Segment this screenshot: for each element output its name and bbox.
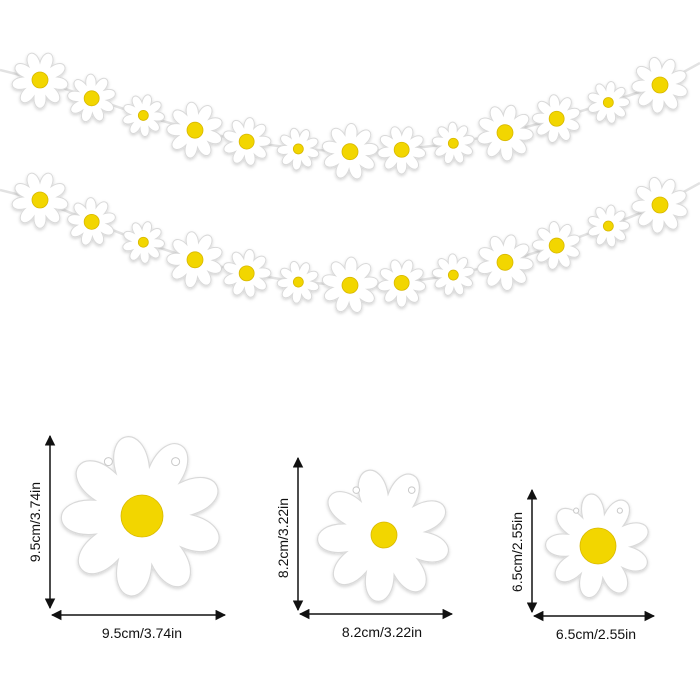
daisy-center: [579, 527, 617, 565]
garland-top-flower: [377, 126, 426, 175]
daisy-center: [370, 521, 398, 549]
hanging-hole: [407, 486, 416, 494]
hanging-hole: [616, 507, 623, 514]
medium-height-label: 8.2cm/3.22in: [275, 498, 291, 578]
small-width-label: 6.5cm/2.55in: [556, 626, 636, 642]
small-daisy-sample: 6.5cm/2.55in 6.5cm/2.55in: [509, 488, 656, 642]
garland-top-flower: [223, 117, 272, 166]
medium-width-label: 8.2cm/3.22in: [342, 624, 422, 640]
small-daisy-flower: [544, 493, 649, 599]
garland-bottom-flower: [631, 177, 688, 234]
medium-daisy-sample: 8.2cm/3.22in 8.2cm/3.22in: [275, 456, 454, 640]
small-daisy: [544, 493, 649, 599]
daisy-center: [238, 265, 255, 282]
large-daisy: [60, 436, 220, 597]
hanging-hole: [352, 486, 361, 494]
garland-bottom-flower: [11, 172, 69, 229]
small-height-label: 6.5cm/2.55in: [509, 512, 525, 592]
daisy-center: [83, 213, 100, 230]
daisy-center: [548, 237, 565, 254]
daisy-center: [447, 269, 459, 281]
large-daisy-flower: [60, 436, 220, 597]
daisy-center: [548, 110, 565, 127]
garland-bottom-flower: [122, 221, 165, 264]
daisy-center: [137, 110, 149, 121]
garland-bottom-flower: [477, 234, 534, 291]
daisy-center: [137, 236, 149, 248]
garland-top-flower: [477, 104, 534, 162]
garland-top-flower: [531, 94, 581, 143]
hanging-hole: [171, 457, 181, 467]
daisy-center: [31, 191, 49, 209]
daisy-center: [393, 141, 410, 158]
hanging-hole: [103, 457, 113, 467]
daisy-center: [120, 494, 164, 538]
daisy-center: [496, 253, 514, 271]
garland-bottom-flower: [276, 261, 320, 304]
garland-bottom-flower: [587, 204, 630, 248]
daisy-center: [186, 251, 204, 269]
garland-bottom-flower: [166, 231, 223, 288]
garland-bottom-flower: [67, 197, 116, 246]
daisy-center: [292, 143, 304, 155]
garlands: [0, 52, 700, 313]
daisy-center: [83, 90, 100, 107]
daisy-center: [341, 143, 359, 161]
daisy-center: [447, 137, 459, 149]
garland-top-flower: [631, 57, 688, 114]
daisy-center: [292, 276, 304, 288]
daisy-center: [602, 220, 614, 232]
large-height-label: 9.5cm/3.74in: [27, 482, 43, 562]
garland-top-flower: [431, 121, 475, 164]
garland-top-flower: [321, 123, 379, 180]
large-width-label: 9.5cm/3.74in: [102, 625, 182, 641]
daisy-center: [602, 97, 614, 108]
garland-bottom-flower: [377, 259, 426, 308]
daisy-center: [651, 196, 669, 214]
daisy-center: [651, 76, 669, 94]
garland-top-flower: [122, 94, 165, 138]
daisy-center: [496, 124, 514, 142]
daisy-center: [341, 276, 359, 294]
garland-top-flower: [11, 52, 69, 109]
garland-top-flower: [276, 127, 320, 171]
daisy-center: [186, 121, 204, 139]
medium-daisy-flower: [317, 469, 450, 602]
garland-top-flower: [587, 81, 630, 124]
daisy-center: [31, 71, 49, 89]
large-daisy-sample: 9.5cm/3.74in 9.5cm/3.74in: [27, 434, 227, 641]
garland-bottom-flower: [321, 256, 379, 313]
garland-top-flower: [166, 101, 223, 159]
hanging-hole: [573, 507, 580, 514]
daisy-center: [393, 274, 410, 291]
garland-bottom-flower: [531, 221, 581, 270]
garland-bottom-flower: [223, 248, 272, 298]
garland-bottom-flower: [431, 253, 475, 296]
garland-top-flower: [67, 73, 116, 122]
daisy-center: [238, 133, 255, 150]
medium-daisy: [317, 469, 450, 602]
